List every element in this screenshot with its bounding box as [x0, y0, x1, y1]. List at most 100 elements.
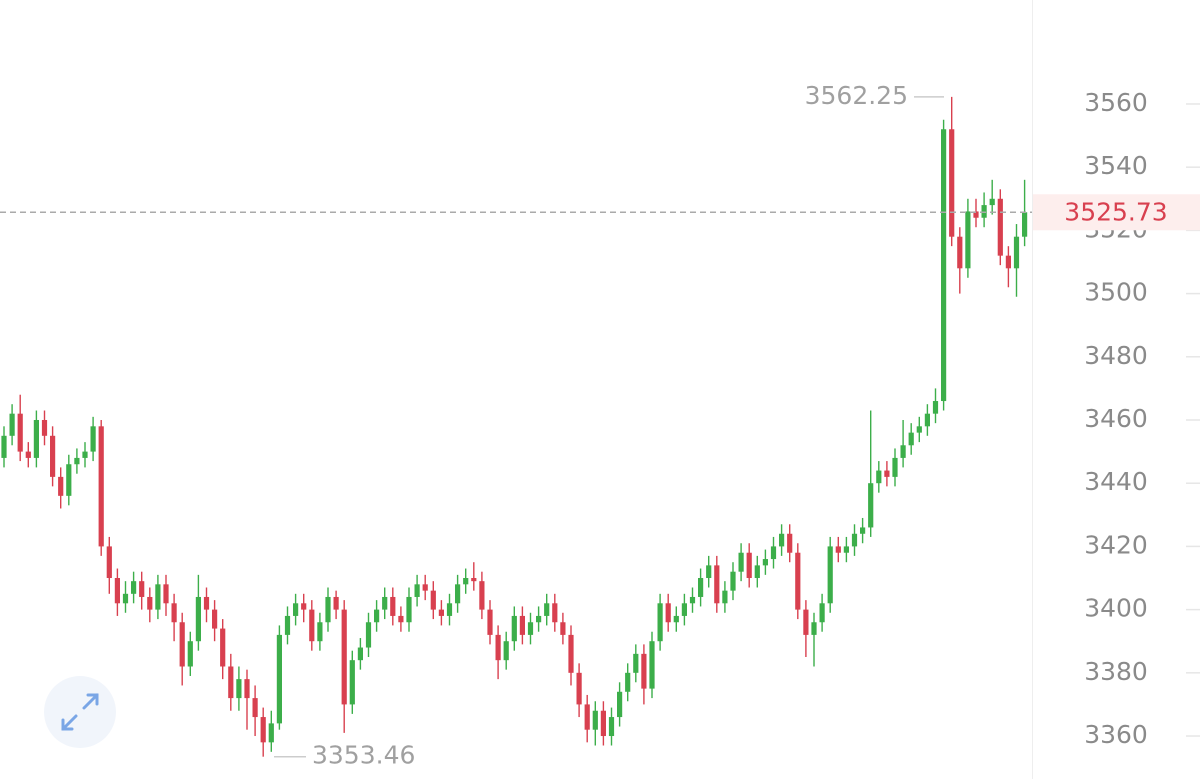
candle-body	[892, 457, 898, 477]
candle-body	[1013, 236, 1020, 269]
candle-body	[552, 603, 558, 623]
candle-body	[916, 426, 922, 433]
candle-body	[106, 546, 112, 579]
y-tick-label: 3480	[1084, 341, 1148, 370]
candle-body	[649, 641, 655, 689]
y-tick-label: 3440	[1084, 467, 1148, 496]
candle-body	[576, 672, 582, 705]
overlay: 3525.73 3562.25 3353.46	[0, 81, 1200, 770]
candle-body	[163, 584, 169, 604]
candle-body	[503, 641, 509, 661]
candle-body	[341, 609, 347, 705]
candle-body	[114, 578, 120, 604]
candle-body	[746, 552, 752, 579]
candle-body	[90, 426, 96, 452]
candle-body	[835, 546, 841, 553]
candle-body	[260, 717, 266, 743]
candle-body	[941, 129, 947, 402]
candle-body	[41, 419, 48, 436]
candle-body	[252, 698, 258, 718]
candle-body	[787, 533, 793, 553]
candle-body	[714, 565, 720, 604]
candle-body	[244, 679, 250, 699]
candle-body	[584, 704, 590, 730]
candle-body	[430, 590, 436, 610]
y-tick-label: 3460	[1084, 404, 1148, 433]
candle-body	[633, 653, 639, 673]
candle-body	[608, 717, 615, 737]
candle-body	[689, 596, 696, 604]
candle-body	[803, 609, 809, 635]
candle-body	[406, 596, 412, 623]
candle-body	[293, 603, 299, 616]
candle-body	[754, 565, 760, 579]
candle-body	[131, 581, 137, 594]
candle-body	[819, 603, 825, 623]
candle-body	[884, 470, 890, 477]
candle-body	[527, 622, 534, 635]
candle-body	[924, 413, 930, 427]
candle-body	[139, 581, 145, 597]
candle-body	[957, 236, 963, 269]
expand-bg[interactable]	[44, 676, 116, 748]
candle-body	[9, 413, 15, 436]
candle-body	[965, 211, 971, 269]
candle-body	[511, 615, 517, 642]
candle-body	[203, 596, 210, 610]
y-tick-label: 3360	[1084, 720, 1148, 749]
expand-icon	[61, 693, 99, 731]
candle-body	[357, 647, 363, 661]
candle-body	[25, 451, 31, 458]
candle-body	[860, 527, 866, 534]
candle-body	[374, 609, 380, 623]
candle-body	[868, 483, 874, 528]
candle-body	[811, 622, 817, 635]
candle-body	[770, 546, 777, 560]
candle-body	[438, 609, 444, 616]
candles	[1, 96, 1028, 757]
candle-body	[422, 584, 428, 591]
candle-body	[827, 546, 833, 604]
candle-body	[155, 584, 161, 610]
y-tick-label: 3420	[1084, 530, 1148, 559]
candle-body	[228, 666, 234, 699]
candle-body	[932, 401, 939, 414]
candle-body	[471, 578, 477, 582]
candle-body	[981, 205, 987, 218]
candle-body	[33, 419, 39, 458]
candle-body	[600, 710, 606, 737]
candle-body	[681, 603, 687, 616]
candle-body	[973, 211, 979, 218]
y-axis: 3360338034003420344034603480350035203540…	[1084, 88, 1200, 749]
candle-body	[779, 533, 785, 547]
candle-body	[673, 615, 679, 623]
expand-button[interactable]	[44, 676, 116, 748]
candle-body	[519, 615, 525, 635]
candle-body	[58, 476, 64, 496]
candle-body	[560, 622, 566, 635]
candle-body	[390, 596, 396, 616]
candle-body	[236, 679, 242, 699]
y-tick-label: 3380	[1084, 657, 1148, 686]
candle-body	[730, 571, 736, 591]
candle-body	[382, 596, 388, 610]
candle-body	[908, 432, 914, 446]
candle-body	[284, 615, 291, 635]
y-tick-label: 3400	[1084, 594, 1148, 623]
candle-body	[325, 596, 331, 623]
candle-body	[82, 451, 88, 458]
candle-body	[455, 584, 461, 604]
candle-body	[487, 609, 493, 635]
candle-body	[50, 435, 56, 477]
candle-body	[949, 129, 955, 237]
candle-body	[997, 198, 1003, 256]
candle-body	[698, 578, 704, 597]
candle-body	[398, 615, 404, 623]
candle-body	[171, 603, 177, 623]
candle-body	[317, 622, 323, 642]
candle-body	[989, 198, 995, 206]
low-annotation: 3353.46	[312, 741, 415, 770]
candle-body	[479, 581, 485, 610]
high-annotation: 3562.25	[805, 81, 908, 110]
